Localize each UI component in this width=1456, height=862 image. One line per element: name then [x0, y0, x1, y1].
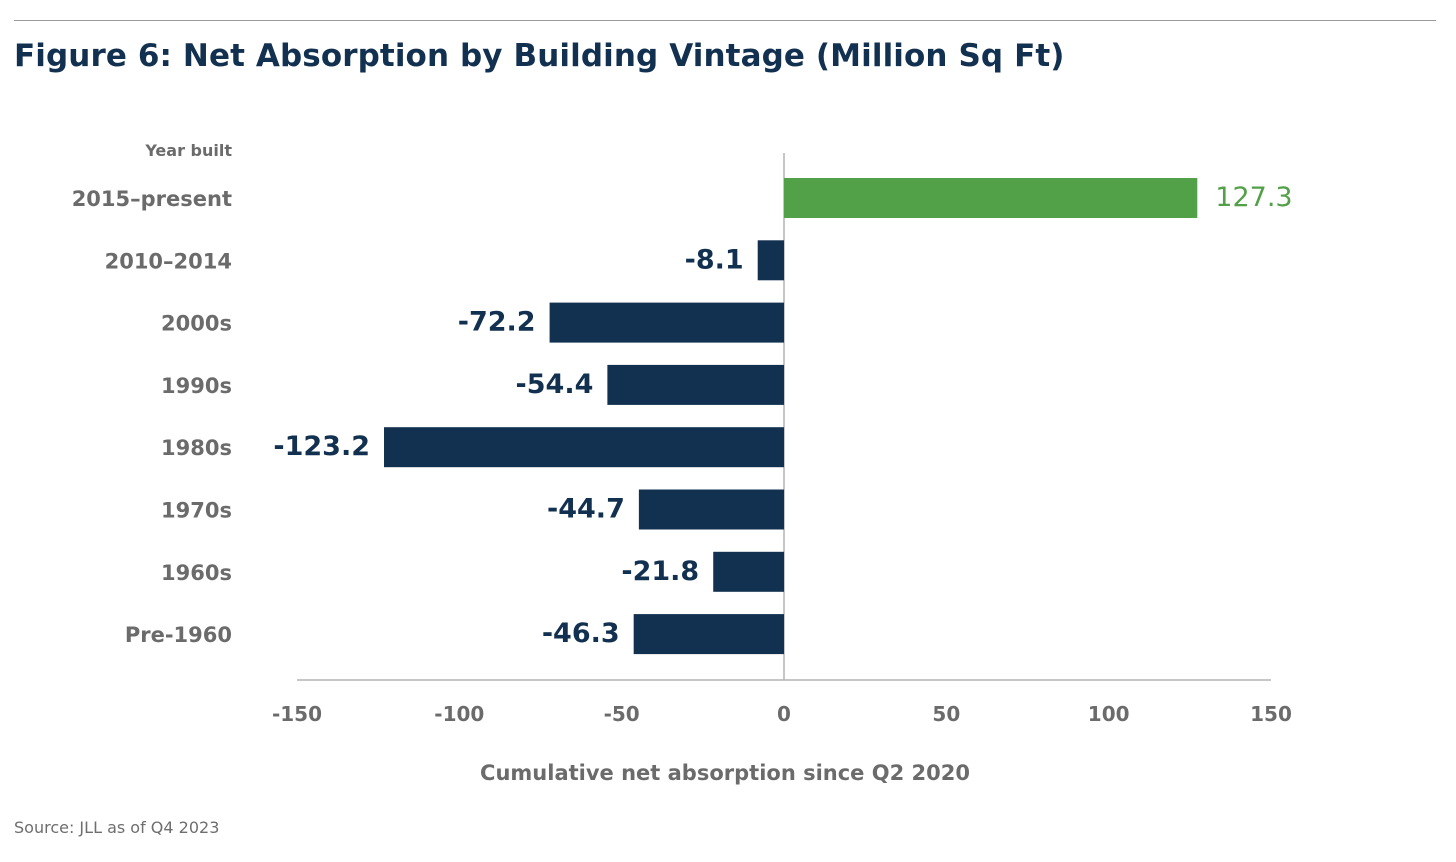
data-label: -46.3 — [542, 618, 620, 649]
x-tick-label: 150 — [1250, 702, 1292, 726]
data-label: 127.3 — [1215, 182, 1292, 213]
category-label: Pre-1960 — [125, 623, 232, 647]
data-label: -21.8 — [621, 556, 699, 587]
data-label: -44.7 — [547, 494, 625, 525]
data-label: -54.4 — [516, 369, 594, 400]
bar-6 — [713, 551, 784, 592]
data-label: -72.2 — [458, 307, 536, 338]
bar-1 — [757, 240, 784, 281]
category-label: 2000s — [161, 312, 232, 336]
bar-4 — [384, 427, 784, 468]
category-label: 2010–2014 — [105, 249, 232, 273]
x-tick-label: -50 — [604, 702, 640, 726]
bar-7 — [633, 614, 784, 655]
category-label: 1980s — [161, 436, 232, 460]
source-note: Source: JLL as of Q4 2023 — [14, 818, 220, 837]
category-label: 1990s — [161, 374, 232, 398]
x-tick-label: -100 — [434, 702, 484, 726]
data-label: -8.1 — [685, 244, 744, 275]
x-axis-label: Cumulative net absorption since Q2 2020 — [480, 761, 970, 785]
bar-2 — [549, 302, 784, 343]
figure-title: Figure 6: Net Absorption by Building Vin… — [14, 38, 1065, 74]
top-rule — [14, 20, 1436, 21]
category-label: 2015–present — [72, 187, 232, 211]
x-tick-label: 100 — [1088, 702, 1130, 726]
data-label: -123.2 — [273, 431, 370, 462]
x-tick-label: 50 — [932, 702, 960, 726]
bar-5 — [638, 489, 784, 530]
bar-0 — [784, 178, 1198, 218]
x-tick-label: 0 — [777, 702, 791, 726]
x-tick-label: -150 — [272, 702, 322, 726]
category-label: 1970s — [161, 499, 232, 523]
category-header: Year built — [144, 141, 232, 160]
category-label: 1960s — [161, 561, 232, 585]
bar-3 — [607, 364, 784, 405]
